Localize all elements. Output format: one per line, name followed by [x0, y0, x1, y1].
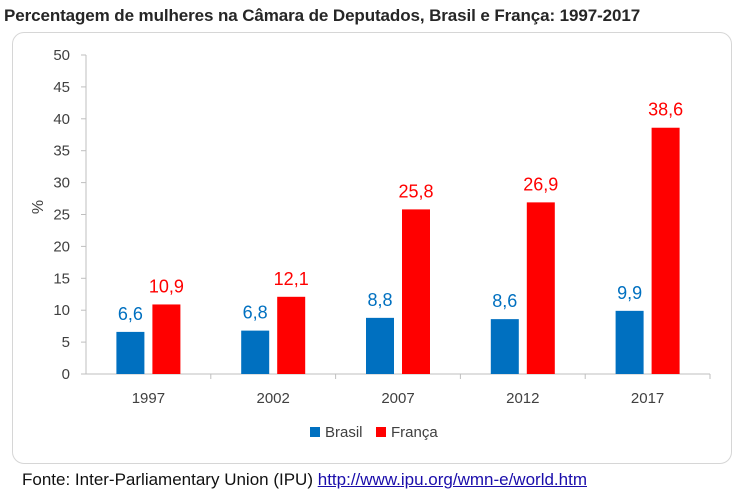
y-tick-label: 20: [53, 238, 70, 255]
y-tick-label: 0: [62, 366, 70, 383]
y-tick-label: 10: [53, 302, 70, 319]
chart-frame: [12, 32, 732, 464]
bar-brasil: [116, 331, 145, 374]
data-label: 38,6: [648, 100, 683, 120]
y-tick-label: 45: [53, 79, 70, 96]
bar-franca: [277, 296, 306, 374]
bar-brasil: [241, 330, 270, 374]
source-link[interactable]: http://www.ipu.org/wmn-e/world.htm: [317, 470, 587, 489]
x-tick-label: 2017: [631, 390, 664, 407]
source-text: Fonte: Inter-Parliamentary Union (IPU): [22, 470, 313, 489]
legend-swatch: [376, 427, 386, 437]
bar-franca: [152, 304, 181, 374]
data-label: 26,9: [523, 174, 558, 194]
y-tick-label: 30: [53, 175, 70, 192]
x-tick-label: 2012: [506, 390, 539, 407]
y-axis-label: %: [30, 200, 47, 214]
data-label: 6,6: [118, 304, 143, 324]
bar-brasil: [490, 319, 519, 374]
data-label: 6,8: [243, 303, 268, 323]
y-tick-label: 15: [53, 270, 70, 287]
y-tick-label: 40: [53, 111, 70, 128]
y-tick-label: 25: [53, 207, 70, 224]
legend-swatch: [310, 427, 320, 437]
data-label: 25,8: [398, 181, 433, 201]
data-label: 8,6: [492, 291, 517, 311]
source-footer: Fonte: Inter-Parliamentary Union (IPU) h…: [22, 470, 587, 490]
bar-chart: 0 5 10 15 20 25 30 35 40 45 50% 1997 6,6 10,9 2002 6,8 1…: [30, 47, 711, 441]
chart-title: Percentagem de mulheres na Câmara de Dep…: [4, 6, 641, 25]
bar-brasil: [615, 310, 644, 374]
data-label: 8,8: [367, 290, 392, 310]
y-tick-label: 50: [53, 47, 70, 64]
data-label: 12,1: [274, 269, 309, 289]
data-label: 9,9: [617, 283, 642, 303]
legend-label: França: [391, 424, 438, 441]
y-tick-label: 5: [62, 334, 70, 351]
bar-franca: [402, 209, 430, 374]
data-label: 10,9: [149, 276, 184, 296]
bar-franca: [651, 127, 680, 375]
x-tick-label: 2007: [381, 390, 414, 407]
x-tick-label: 1997: [132, 390, 165, 407]
x-tick-label: 2002: [257, 390, 290, 407]
bar-franca: [526, 202, 555, 374]
legend-label: Brasil: [325, 424, 363, 441]
bar-brasil: [366, 317, 394, 374]
y-tick-label: 35: [53, 143, 70, 160]
